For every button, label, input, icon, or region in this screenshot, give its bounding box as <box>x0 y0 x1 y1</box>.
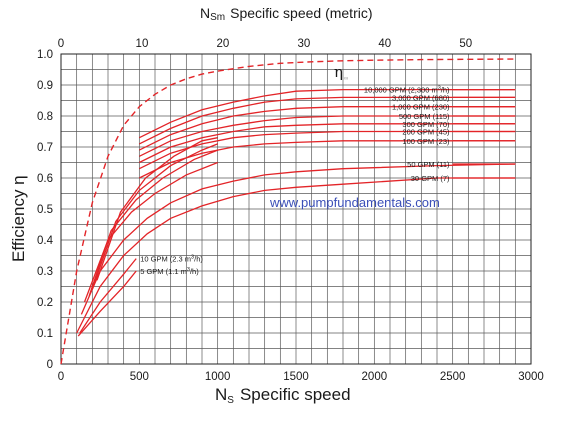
curve-layer <box>60 58 516 365</box>
efficiency-curve-segment <box>88 149 218 297</box>
efficiency-curve-segment <box>96 137 218 281</box>
series-label: 10,000 GPM (2,300 m3/h) <box>364 86 450 95</box>
x-tick-label: 3000 <box>518 371 544 383</box>
efficiency-curve <box>139 96 516 145</box>
series-label: 300 GPM (70) <box>402 120 450 129</box>
efficiency-curve <box>139 115 516 157</box>
bottom-axis-title: NS Specific speed <box>215 385 351 406</box>
x-tick-label: 1500 <box>283 371 309 383</box>
series-label: 30 GPM (7) <box>411 174 450 183</box>
watermark-url: www.pumpfundamentals.com <box>269 195 440 210</box>
series-label: 500 GPM (115) <box>399 112 450 121</box>
series-label: 100 GPM (23) <box>402 137 450 146</box>
tick-layer: 0 500 1000 1500 2000 2500 300000.10.20.30.40.5… <box>37 38 544 383</box>
x-tick-label: 0 <box>58 371 64 383</box>
top-axis-title: NSm Specific speed (metric) <box>200 5 373 23</box>
y-tick-label: 0.5 <box>37 204 53 216</box>
series-label: 10 GPM (2.3 m3/h) <box>140 255 203 264</box>
efficiency-curve-segment <box>91 143 218 290</box>
series-label: 3,000 GPM (680) <box>392 93 450 102</box>
x-tick-label: 2500 <box>440 371 466 383</box>
plot-frame <box>60 53 532 365</box>
x-tick-label: 500 <box>130 371 149 383</box>
top-x-tick-label: 10 <box>136 38 149 50</box>
y-tick-label: 0.7 <box>37 142 53 154</box>
series-label: 1,000 GPM (230) <box>392 103 450 112</box>
eta-infinity-label: η∞ <box>334 63 348 82</box>
series-label: 50 GPM (11) <box>407 160 450 169</box>
top-x-tick-label: 40 <box>378 38 391 50</box>
efficiency-curve <box>139 106 516 151</box>
x-tick-label: 1000 <box>205 371 231 383</box>
y-tick-label: 0.3 <box>37 266 53 278</box>
top-x-tick-label: 0 <box>58 38 64 50</box>
series-label: 200 GPM (45) <box>402 128 450 137</box>
efficiency-curve <box>139 140 516 179</box>
y-tick-label: 0 <box>47 359 53 371</box>
y-axis-title: Efficiency η <box>9 175 28 262</box>
y-tick-label: 0.1 <box>37 328 53 340</box>
efficiency-curve <box>76 177 516 334</box>
envelope-dashed-curve <box>60 58 516 365</box>
efficiency-curve <box>80 163 516 315</box>
efficiency-curve <box>77 270 137 337</box>
top-x-tick-label: 30 <box>297 38 310 50</box>
x-tick-label: 2000 <box>362 371 388 383</box>
top-x-tick-label: 20 <box>217 38 230 50</box>
efficiency-curve <box>79 258 137 334</box>
y-tick-label: 1.0 <box>37 49 53 61</box>
label-layer: 10,000 GPM (2,300 m3/h)3,000 GPM (680)1,… <box>140 86 516 276</box>
y-tick-label: 0.6 <box>37 173 53 185</box>
y-tick-label: 0.4 <box>37 235 54 247</box>
y-tick-label: 0.9 <box>37 80 53 92</box>
efficiency-curve <box>139 123 516 164</box>
series-label: 5 GPM (1.1 m3/h) <box>140 267 199 276</box>
top-x-tick-label: 50 <box>459 38 472 50</box>
y-tick-label: 0.8 <box>37 111 53 123</box>
efficiency-curve <box>139 88 516 139</box>
y-tick-label: 0.2 <box>37 297 53 309</box>
efficiency-curve <box>139 130 516 170</box>
